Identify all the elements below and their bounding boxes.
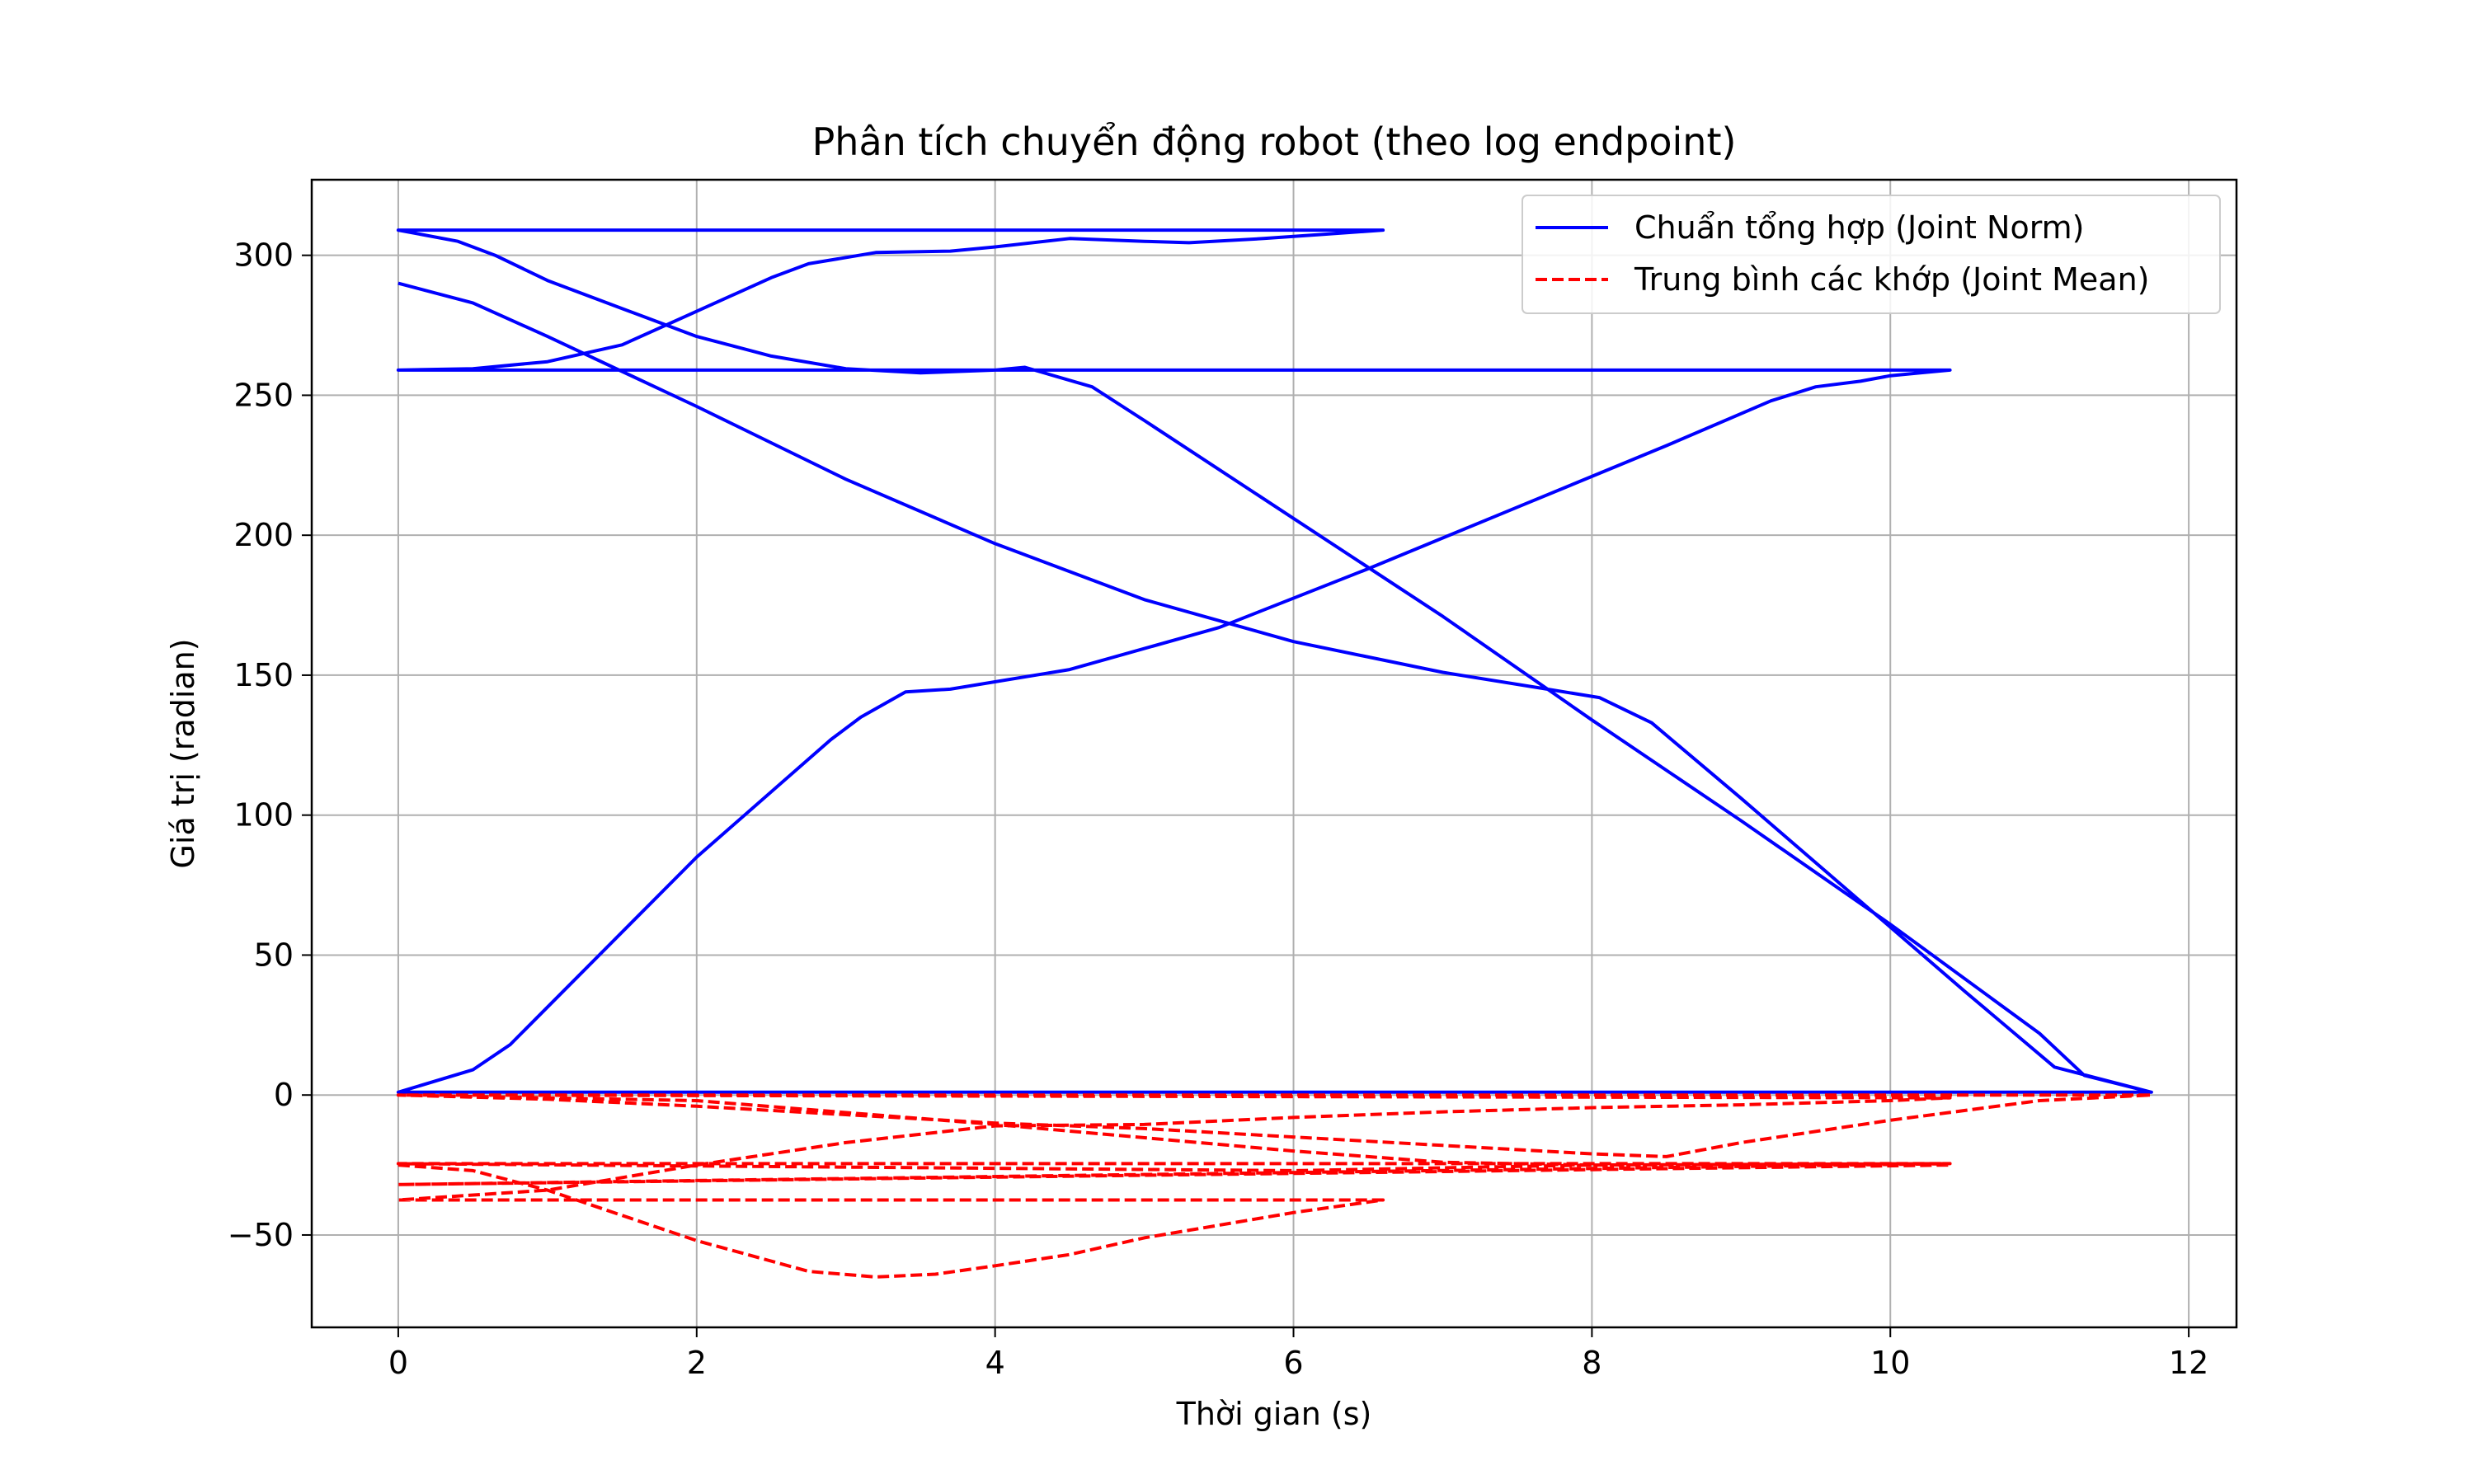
plot-frame [310,178,2238,1329]
x-tick-label: 2 [687,1345,707,1381]
x-axis-label: Thời gian (s) [1176,1396,1372,1432]
legend-box [1522,195,2221,314]
plot-lines [396,228,2153,1279]
x-tick-label: 10 [1870,1345,1910,1381]
series-line-joint-mean [396,1093,2153,1279]
y-tick-label: 300 [233,237,294,274]
y-axis-label: Giá trị (radian) [165,638,201,868]
y-tick-label: 100 [233,797,294,834]
y-tick-label: 200 [233,517,294,553]
chart-title: Phân tích chuyển động robot (theo log en… [812,120,1737,164]
y-tick-label: 150 [233,657,294,693]
legend-label-joint-norm: Chuẩn tổng hợp (Joint Norm) [1634,209,2085,246]
y-tick-label: −50 [228,1217,294,1253]
x-tick-label: 6 [1283,1345,1303,1381]
x-tick-label: 4 [985,1345,1005,1381]
x-tick-label: 8 [1582,1345,1602,1381]
y-tick-label: 50 [254,937,294,973]
y-tick-label: 0 [274,1077,294,1113]
x-tick-label: 0 [388,1345,408,1381]
series-line-joint-norm [396,228,2153,1094]
ticks: 0 2 4 6 8 10 12 −50 0 50 100 150 200 250 300 [228,237,2208,1381]
y-tick-label: 250 [233,377,294,413]
x-tick-label: 12 [2169,1345,2208,1381]
legend: Chuẩn tổng hợp (Joint Norm) Trung bình c… [1522,195,2221,314]
legend-label-joint-mean: Trung bình các khớp (Joint Mean) [1634,261,2150,298]
